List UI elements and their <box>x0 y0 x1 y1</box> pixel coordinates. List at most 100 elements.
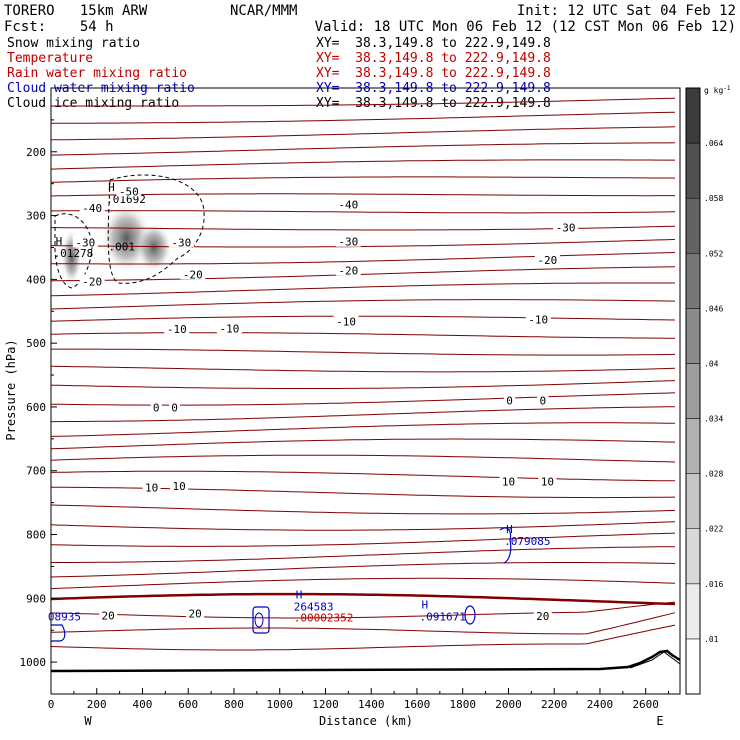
colorbar-swatch <box>685 253 701 309</box>
field-name-cloud-ice: Cloud ice mixing ratio <box>7 96 179 111</box>
contour-label-bg <box>333 314 359 327</box>
colorbar-frame <box>685 87 701 695</box>
west-end-label: W <box>84 714 92 728</box>
cloud-ice-contours <box>54 174 205 289</box>
isotherm <box>51 348 676 356</box>
isotherm <box>51 624 676 651</box>
contour-label-bg <box>180 267 206 280</box>
contour-label: 10 <box>145 481 158 494</box>
extremum-value: .00002352 <box>294 611 354 624</box>
snow-shading-layer <box>61 202 173 286</box>
contour-label: -20 <box>82 275 102 288</box>
valid-time: Valid: 18 UTC Mon 06 Feb 12 (12 CST Mon … <box>315 19 736 35</box>
forecast-hour: Fcst: 54 h <box>4 19 114 35</box>
extremum-symbol: H <box>56 235 63 248</box>
y-axis: 200 300 400 500 600 700 800 900 1000 <box>20 119 57 695</box>
y-tick-label: 800 <box>26 529 46 542</box>
contour-label: 0 <box>539 395 546 408</box>
contour-label: 0 <box>506 395 513 408</box>
plot-area: H.01692H.01278.001H264583.00002352H.0916… <box>20 87 681 711</box>
colorbar-tick-label: .046 <box>704 304 723 313</box>
temperature-contours <box>51 97 676 651</box>
x-tick-label: 800 <box>224 698 244 711</box>
isotherm-zero <box>51 592 676 606</box>
contour-label: 10 <box>502 476 515 489</box>
contour-label: -20 <box>183 268 203 281</box>
extremum-symbol: H <box>108 181 115 194</box>
x-tick-label: 2400 <box>587 698 614 711</box>
field-xy-rain: XY= 38.3,149.8 to 222.9,149.8 <box>316 66 551 81</box>
x-axis-label: Distance (km) <box>319 714 413 728</box>
colorbar-swatch <box>685 528 701 585</box>
y-tick-label: 1000 <box>20 656 47 669</box>
contour-label: -10 <box>219 322 239 335</box>
colorbar-unit: g kg-1 <box>704 85 731 95</box>
contour-label: 10 <box>172 480 185 493</box>
contour-label: -40 <box>82 202 102 215</box>
y-tick-label: 900 <box>26 592 46 605</box>
cloud-water-contour <box>51 624 66 642</box>
contour-label-bg <box>499 474 518 487</box>
colorbar-swatch <box>685 418 701 474</box>
extremum-value: .079085 <box>504 535 550 548</box>
isotherm <box>51 193 675 197</box>
x-tick-label: 2000 <box>495 698 522 711</box>
isotherm <box>51 315 676 322</box>
cloud-water-contour <box>252 606 270 634</box>
contour-label: 10 <box>541 476 554 489</box>
colorbar-tick-label: .064 <box>704 139 723 148</box>
extremum-value: .091671 <box>420 611 466 624</box>
x-tick-label: 2600 <box>632 698 659 711</box>
colorbar-swatch <box>685 583 701 640</box>
isotherm <box>51 454 676 463</box>
contour-label: 20 <box>102 610 115 623</box>
y-tick-label: 500 <box>26 337 46 350</box>
field-legend: Snow mixing ratio XY= 38.3,149.8 to 222.… <box>7 36 551 111</box>
x-tick-label: 1800 <box>449 698 476 711</box>
colorbar-swatch <box>685 142 701 199</box>
cloud-water-contour <box>464 605 476 625</box>
institution-label: NCAR/MMM <box>230 3 297 19</box>
isotherm <box>51 365 676 373</box>
colorbar-swatch <box>685 638 701 695</box>
isotherm <box>51 546 675 563</box>
contour-label: 20 <box>536 610 549 623</box>
y-tick-label: 400 <box>26 273 46 286</box>
colorbar-tick-label: .01 <box>704 635 719 644</box>
colorbar-tick-label: .058 <box>704 194 723 203</box>
extremum-value: 08935 <box>48 611 81 624</box>
cloud-water-contour <box>254 612 264 628</box>
isotherm <box>51 176 676 183</box>
cloud-ice-contour-outline <box>107 174 205 284</box>
terrain-line <box>50 649 681 673</box>
isotherm <box>51 438 676 450</box>
isotherm <box>51 266 676 282</box>
isotherm <box>51 238 676 248</box>
field-name-temperature: Temperature <box>7 51 93 66</box>
field-xy-snow: XY= 38.3,149.8 to 222.9,149.8 <box>316 36 551 51</box>
isotherm <box>51 142 676 156</box>
isotherm <box>51 299 676 310</box>
isotherm <box>51 126 676 141</box>
isotherm <box>51 380 676 389</box>
colorbar-tick-label: .052 <box>704 249 723 258</box>
east-end-label: E <box>656 714 663 728</box>
contour-label: -10 <box>528 314 548 327</box>
field-name-snow: Snow mixing ratio <box>7 36 140 51</box>
init-time: Init: 12 UTC Sat 04 Feb 12 <box>517 3 736 19</box>
contour-label: -20 <box>537 254 557 267</box>
cloud-water-contours <box>51 527 512 642</box>
colorbar: g kg-1 .01 .016 .022 .028 .034 .04 .046 .052 .05… <box>685 85 731 695</box>
model-title: TORERO 15km ARW <box>4 3 148 19</box>
cloud-ice-contour-outline <box>54 213 93 289</box>
isotherm <box>51 521 676 531</box>
x-tick-label: 400 <box>133 698 153 711</box>
isotherm <box>51 332 675 339</box>
contour-label-bg <box>335 263 361 276</box>
isotherm <box>51 111 676 124</box>
x-axis: 0 200 400 600 800 1000 1200 1400 1600 1800 2000 220… <box>48 688 670 711</box>
contour-label-bg <box>169 400 181 413</box>
y-tick-label: 600 <box>26 401 46 414</box>
x-tick-label: 1600 <box>404 698 431 711</box>
contour-label: 0 <box>153 402 160 415</box>
